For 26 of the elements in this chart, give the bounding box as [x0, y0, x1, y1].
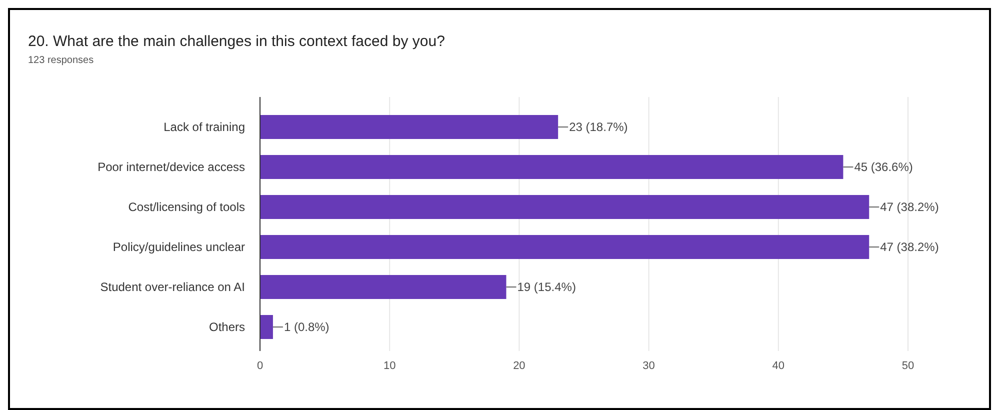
- x-tick-label: 40: [772, 360, 785, 372]
- chart-title: 20. What are the main challenges in this context faced by you?: [28, 33, 445, 50]
- x-tick-label: 50: [902, 360, 914, 372]
- bar: [260, 315, 273, 339]
- y-tick-label: Lack of training: [164, 120, 245, 134]
- x-tick-label: 0: [256, 360, 264, 372]
- x-tick-label: 30: [642, 360, 655, 372]
- y-tick-label: Others: [208, 320, 245, 334]
- data-label: 45 (36.6%): [854, 160, 913, 174]
- bar: [260, 275, 506, 299]
- x-tick-label: 10: [383, 360, 396, 372]
- data-label: 1 (0.8%): [284, 320, 330, 334]
- text: 123 responses: [28, 55, 94, 66]
- bar: [260, 155, 844, 179]
- x-tick-label: 20: [513, 360, 526, 372]
- y-tick-label: Student over-reliance on AI: [100, 280, 245, 294]
- data-label: 47 (38.2%): [880, 200, 939, 214]
- y-tick-label: Cost/licensing of tools: [128, 200, 245, 214]
- bar: [260, 115, 558, 139]
- data-label: 47 (38.2%): [880, 240, 939, 254]
- y-tick-label: Policy/guidelines unclear: [112, 240, 245, 254]
- data-label: 19 (15.4%): [517, 280, 576, 294]
- bar: [260, 195, 870, 219]
- bar: [260, 235, 870, 259]
- data-label: 23 (18.7%): [569, 120, 628, 134]
- y-tick-label: Poor internet/device access: [98, 160, 245, 174]
